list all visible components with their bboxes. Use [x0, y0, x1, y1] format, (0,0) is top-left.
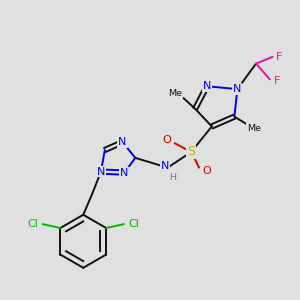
Text: Me: Me — [247, 124, 261, 133]
Text: N: N — [233, 84, 242, 94]
Text: O: O — [202, 166, 211, 176]
Text: N: N — [160, 161, 169, 171]
Text: O: O — [162, 135, 171, 145]
Text: Cl: Cl — [27, 219, 38, 229]
Text: H: H — [169, 173, 176, 182]
Text: Me: Me — [169, 88, 182, 98]
Text: F: F — [273, 76, 280, 86]
Text: F: F — [276, 52, 283, 62]
Text: S: S — [187, 146, 195, 158]
Text: N: N — [203, 81, 211, 91]
Text: Cl: Cl — [128, 219, 139, 229]
Text: N: N — [118, 137, 127, 147]
Text: N: N — [120, 168, 129, 178]
Text: N: N — [97, 167, 105, 177]
